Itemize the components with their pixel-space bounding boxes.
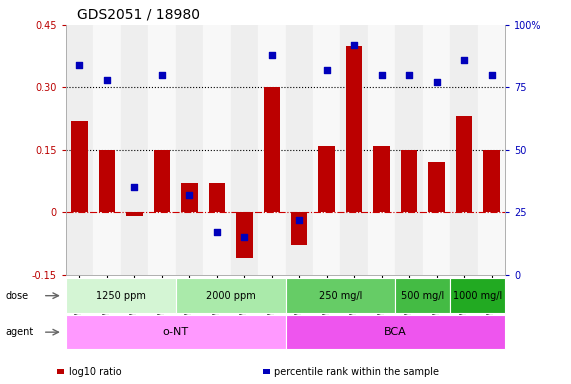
Text: 1250 ppm: 1250 ppm	[96, 291, 146, 301]
Bar	[451, 278, 505, 313]
Text: 1000 mg/l: 1000 mg/l	[453, 291, 502, 301]
Bar	[231, 25, 258, 275]
Bar	[258, 25, 286, 275]
Text: BCA: BCA	[384, 327, 407, 337]
Text: agent: agent	[6, 327, 34, 337]
Bar	[181, 183, 198, 212]
Text: 500 mg/l: 500 mg/l	[401, 291, 444, 301]
Point	[405, 72, 414, 78]
Bar	[126, 212, 143, 216]
Bar	[319, 146, 335, 212]
Bar	[286, 315, 505, 349]
Point	[157, 72, 166, 78]
Point	[295, 217, 304, 223]
Bar	[478, 25, 505, 275]
Bar	[176, 25, 203, 275]
Bar	[483, 150, 500, 212]
Point	[460, 57, 469, 63]
Bar	[208, 183, 225, 212]
Point	[130, 184, 139, 190]
Point	[322, 67, 331, 73]
Bar	[286, 25, 313, 275]
Point	[240, 234, 249, 240]
Text: log10 ratio: log10 ratio	[69, 367, 121, 377]
Point	[75, 62, 84, 68]
Bar	[313, 25, 340, 275]
Bar	[401, 150, 417, 212]
Point	[267, 52, 276, 58]
Point	[432, 79, 441, 85]
Point	[212, 229, 222, 235]
Text: percentile rank within the sample: percentile rank within the sample	[274, 367, 439, 377]
Bar	[99, 150, 115, 212]
Bar	[176, 278, 286, 313]
Point	[185, 192, 194, 198]
Bar	[428, 162, 445, 212]
Bar	[236, 212, 252, 258]
Bar	[395, 278, 451, 313]
Bar	[154, 150, 170, 212]
Point	[349, 42, 359, 48]
Text: dose: dose	[6, 291, 29, 301]
Bar	[340, 25, 368, 275]
Bar	[66, 278, 176, 313]
Bar	[93, 25, 120, 275]
Text: o-NT: o-NT	[163, 327, 188, 337]
Point	[487, 72, 496, 78]
Text: 250 mg/l: 250 mg/l	[319, 291, 362, 301]
Point	[102, 77, 111, 83]
Bar	[66, 25, 93, 275]
Text: GDS2051 / 18980: GDS2051 / 18980	[77, 7, 200, 21]
Bar	[66, 315, 286, 349]
Bar	[395, 25, 423, 275]
Bar	[286, 278, 395, 313]
Bar	[148, 25, 176, 275]
Bar	[291, 212, 307, 245]
Bar	[120, 25, 148, 275]
Text: 2000 ppm: 2000 ppm	[206, 291, 255, 301]
Bar	[203, 25, 231, 275]
Bar	[368, 25, 395, 275]
Point	[377, 72, 386, 78]
Bar	[456, 116, 472, 212]
Bar	[451, 25, 478, 275]
Bar	[373, 146, 390, 212]
Bar	[346, 46, 363, 212]
Bar	[263, 88, 280, 212]
Bar	[71, 121, 88, 212]
Bar	[423, 25, 451, 275]
